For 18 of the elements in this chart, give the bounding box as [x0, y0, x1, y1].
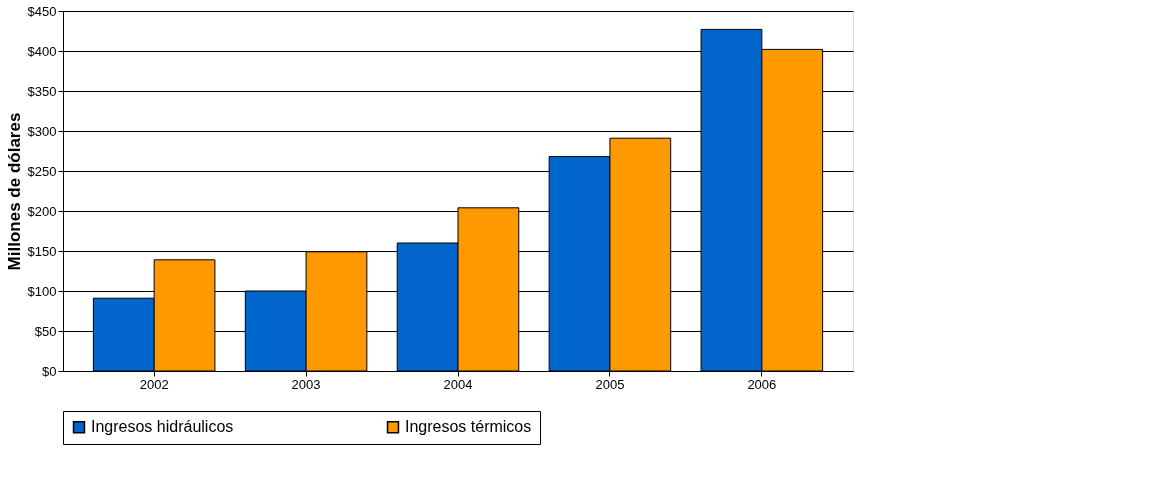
x-tick-label: 2002: [139, 376, 169, 392]
y-tick-label: $400: [27, 43, 57, 59]
x-tick-label: 2006: [747, 376, 777, 392]
y-tick-label: $50: [34, 323, 57, 339]
y-tick-label: $0: [42, 363, 57, 379]
y-tick-label: $100: [27, 283, 57, 299]
y-tick-label: $350: [27, 83, 57, 99]
legend-label: Ingresos térmicos: [405, 418, 532, 436]
y-tick-label: $450: [27, 3, 57, 19]
y-axis-title: Millones de dólares: [4, 112, 24, 271]
y-tick-label: $200: [27, 203, 57, 219]
x-tick-label: 2004: [443, 376, 473, 392]
y-tick-label: $150: [27, 243, 57, 259]
y-tick-label: $250: [27, 163, 57, 179]
legend-label: Ingresos hidráulicos: [91, 418, 234, 436]
x-tick-label: 2003: [291, 376, 321, 392]
y-tick-label: $300: [27, 123, 57, 139]
x-tick-label: 2005: [595, 376, 625, 392]
